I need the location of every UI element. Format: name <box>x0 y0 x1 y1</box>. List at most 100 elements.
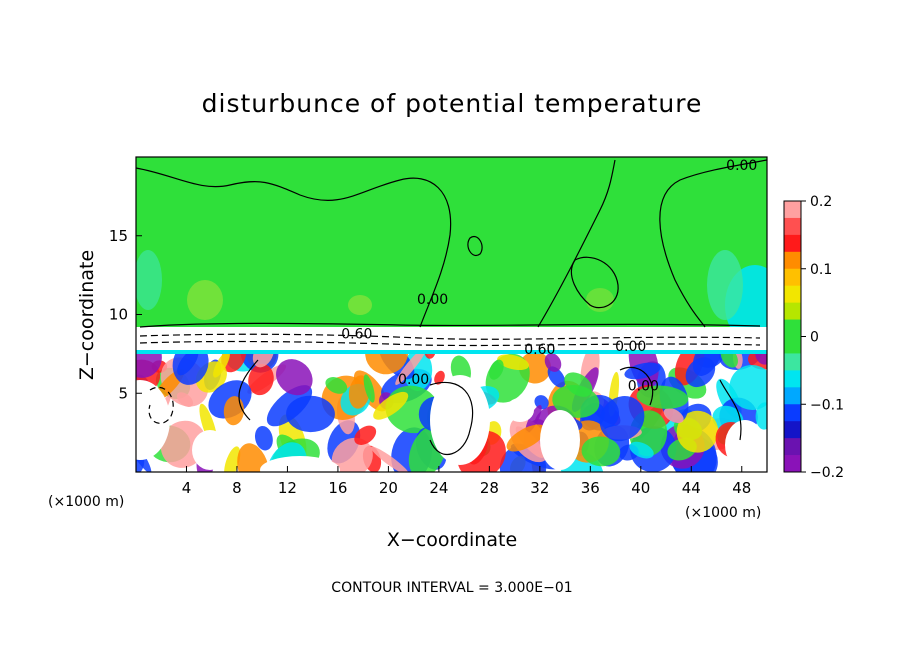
contour-label: 0.00 <box>398 372 429 388</box>
shading-void <box>725 420 765 470</box>
shading-blob <box>581 436 621 467</box>
x-axis-label: X−coordinate <box>387 529 517 551</box>
x-axis: 4 8 12 16 20 24 28 32 36 40 44 48 <box>182 466 751 497</box>
contour-label: 0.00 <box>417 292 448 308</box>
shading-blob <box>213 351 230 378</box>
x-tick-label: 36 <box>581 479 600 497</box>
colorbar-band <box>784 421 801 439</box>
colorbar-band <box>784 404 801 422</box>
upper-field <box>136 157 767 327</box>
colorbar-bands <box>784 201 801 473</box>
colorbar-band <box>784 387 801 405</box>
contour-label: 0.00 <box>628 378 659 394</box>
shading-blob <box>177 350 199 376</box>
chart-title: disturbunce of potential temperature <box>202 89 703 118</box>
contour-label: 0.00 <box>615 339 646 355</box>
shading-blob <box>224 446 241 472</box>
colorbar-band <box>784 201 801 219</box>
shading-blob <box>497 354 530 371</box>
y-tick-label: 10 <box>109 306 128 324</box>
shading-void <box>430 375 490 465</box>
shading-void <box>506 398 534 422</box>
shading-blob <box>729 365 767 410</box>
lower-shading <box>136 350 767 472</box>
colorbar: 0.2 0.1 0 −0.1 −0.2 <box>783 194 844 481</box>
x-tick-label: 40 <box>631 479 650 497</box>
colorbar-tick-label: −0.2 <box>810 465 844 481</box>
x-tick-label: 28 <box>480 479 499 497</box>
shading-void <box>260 456 340 472</box>
shading-void <box>192 430 228 470</box>
y-tick-label: 15 <box>109 227 128 245</box>
shading-blob <box>489 359 504 380</box>
colorbar-band <box>784 438 801 456</box>
shading-blob <box>136 350 162 378</box>
shading-void <box>540 410 580 470</box>
shading-blob <box>685 357 716 388</box>
shading-blob <box>676 410 719 453</box>
contour-label: 0.60 <box>341 326 372 342</box>
y-axis: 5 10 15 <box>109 227 142 402</box>
colorbar-band <box>784 268 801 287</box>
shading-blob <box>248 363 274 396</box>
shading-blob <box>221 350 247 373</box>
shading-blob <box>373 391 409 420</box>
x-tick-label: 24 <box>429 479 448 497</box>
shading-blob <box>629 441 654 459</box>
colorbar-ticks: 0.2 0.1 0 −0.1 −0.2 <box>801 194 844 481</box>
shading-blob <box>547 366 566 388</box>
shading-blob <box>544 353 562 372</box>
contour-lines <box>136 159 767 455</box>
colorbar-band <box>784 217 801 236</box>
colorbar-tick-label: 0.1 <box>810 262 832 278</box>
colorbar-band <box>784 336 801 354</box>
shading-blob <box>237 443 270 472</box>
colorbar-band <box>784 251 801 270</box>
x-tick-label: 44 <box>682 479 701 497</box>
shading-blob <box>370 446 410 472</box>
contour-label-layer: 0.00 0.00 0.60 0.00 0.60 0.00 0.00 <box>341 158 757 395</box>
shading-blob <box>599 396 645 442</box>
shading-blob <box>354 425 377 445</box>
x-unit-label-right: (×1000 m) <box>685 505 761 521</box>
x-tick-label: 20 <box>379 479 398 497</box>
plot-area: 0.00 0.00 0.60 0.00 0.60 0.00 0.00 <box>135 156 768 473</box>
colorbar-band <box>784 302 801 321</box>
shading-blob <box>325 377 348 394</box>
shading-blob <box>534 395 549 410</box>
colorbar-tick-label: 0.2 <box>810 194 832 210</box>
shading-blob <box>506 424 546 452</box>
shading-blob <box>276 359 313 396</box>
shading-blob <box>564 372 593 397</box>
contour-label: 0.00 <box>726 158 757 174</box>
shading-blob <box>363 374 375 403</box>
x-tick-label: 16 <box>328 479 347 497</box>
x-tick-label: 8 <box>232 479 242 497</box>
shading-blob <box>636 385 689 409</box>
shading-blob <box>286 395 335 433</box>
contour-interval-note: CONTOUR INTERVAL = 3.000E−01 <box>331 580 572 596</box>
shading-blob <box>331 437 373 472</box>
colorbar-band <box>784 285 801 304</box>
colorbar-band <box>784 319 801 337</box>
shading-blob <box>755 350 767 365</box>
shading-blob <box>254 425 273 451</box>
shading-blob <box>755 402 767 430</box>
x-tick-label: 12 <box>278 479 297 497</box>
shading-blob <box>663 408 684 424</box>
y-axis-label: Z−coordinate <box>76 250 98 380</box>
colorbar-band <box>784 353 801 371</box>
y-tick-label: 5 <box>118 384 128 402</box>
colorbar-band <box>784 370 801 388</box>
shading-rim <box>136 350 767 354</box>
shading-void <box>136 380 170 460</box>
contour-label: 0.60 <box>524 342 555 358</box>
x-unit-label-left: (×1000 m) <box>48 494 124 510</box>
x-tick-label: 32 <box>530 479 549 497</box>
shading-blob <box>395 350 427 385</box>
colorbar-tick-label: −0.1 <box>810 397 844 413</box>
colorbar-band <box>784 455 801 473</box>
colorbar-band <box>784 234 801 253</box>
shading-blob <box>223 396 245 426</box>
x-tick-label: 4 <box>182 479 192 497</box>
